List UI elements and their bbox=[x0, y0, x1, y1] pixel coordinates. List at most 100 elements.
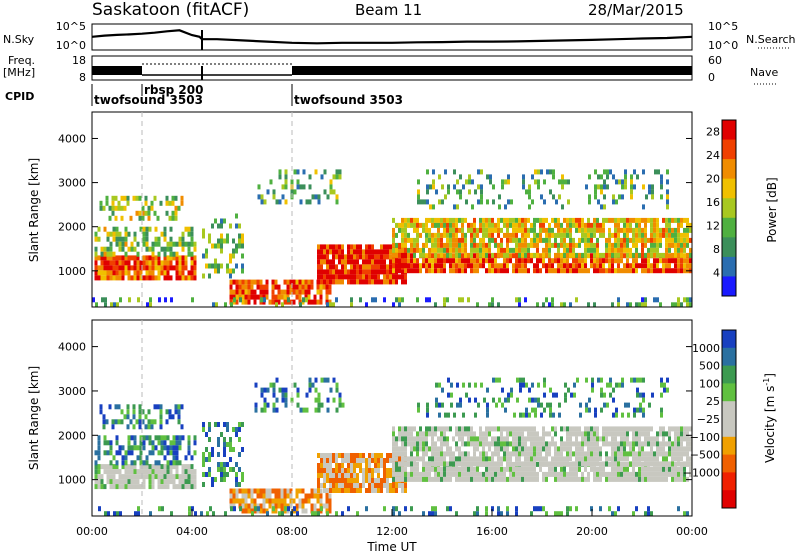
power-cell bbox=[671, 268, 674, 274]
velocity-cell bbox=[662, 456, 665, 462]
velocity-cell bbox=[647, 436, 650, 442]
velocity-cell bbox=[169, 469, 173, 475]
velocity-cell bbox=[286, 503, 290, 509]
velocity-cell bbox=[392, 436, 395, 442]
velocity-cell bbox=[626, 461, 629, 467]
velocity-cell bbox=[151, 479, 155, 485]
power-cell bbox=[365, 254, 368, 260]
power-cell bbox=[256, 284, 260, 290]
velocity-cell bbox=[169, 479, 173, 485]
power-cell bbox=[426, 189, 429, 195]
power-cell bbox=[620, 252, 623, 258]
power-cell bbox=[136, 270, 140, 276]
power-cell bbox=[455, 252, 458, 258]
power-cell bbox=[443, 253, 446, 259]
velocity-cell bbox=[494, 451, 497, 457]
power-cell bbox=[314, 194, 318, 200]
velocity-cell bbox=[638, 461, 641, 467]
power-cell bbox=[271, 294, 275, 300]
power-cell bbox=[557, 242, 560, 248]
power-cell bbox=[542, 222, 545, 228]
velocity-cell bbox=[518, 456, 521, 462]
power-cell bbox=[365, 302, 368, 308]
power-cell bbox=[590, 247, 593, 253]
power-cell bbox=[166, 241, 170, 247]
velocity-cell bbox=[534, 412, 537, 418]
velocity-cell bbox=[558, 402, 561, 408]
power-cell bbox=[145, 241, 149, 247]
power-cell bbox=[569, 222, 572, 228]
power-cell bbox=[689, 227, 692, 233]
velocity-cell bbox=[512, 436, 515, 442]
power-cell bbox=[139, 265, 143, 271]
power-cell bbox=[419, 252, 422, 258]
power-cell bbox=[641, 252, 644, 258]
velocity-cell bbox=[332, 473, 335, 478]
velocity-cell bbox=[129, 419, 133, 425]
velocity-cell bbox=[437, 466, 440, 472]
velocity-cell bbox=[581, 451, 584, 457]
power-cell bbox=[422, 242, 425, 248]
power-cell bbox=[332, 302, 335, 308]
velocity-cell bbox=[217, 437, 220, 442]
velocity-cell bbox=[564, 382, 567, 388]
velocity-cell bbox=[551, 426, 554, 432]
nsky-label: N.Sky bbox=[3, 33, 35, 46]
power-cell bbox=[392, 237, 395, 243]
velocity-cell bbox=[389, 453, 392, 458]
power-cell bbox=[181, 270, 185, 276]
power-cell bbox=[603, 184, 606, 190]
velocity-cell bbox=[611, 511, 614, 517]
velocity-cell bbox=[407, 436, 410, 442]
power-cell bbox=[651, 184, 654, 190]
velocity-cell bbox=[413, 461, 416, 467]
power-cell bbox=[648, 189, 651, 195]
power-cell bbox=[575, 222, 578, 228]
power-cell bbox=[671, 252, 674, 258]
velocity-cell bbox=[202, 427, 205, 432]
power-cell bbox=[338, 274, 341, 280]
velocity-cell bbox=[521, 426, 524, 432]
power-cell bbox=[193, 275, 197, 281]
power-cell bbox=[404, 222, 407, 228]
power-cell bbox=[518, 263, 521, 269]
power-cell bbox=[501, 184, 504, 190]
power-cell bbox=[109, 251, 113, 257]
power-cell bbox=[545, 247, 548, 253]
velocity-cell bbox=[172, 445, 176, 451]
velocity-cell bbox=[515, 426, 518, 432]
velocity-cell bbox=[229, 457, 232, 462]
velocity-cell bbox=[494, 476, 497, 482]
velocity-cell bbox=[689, 471, 692, 477]
velocity-cell bbox=[606, 382, 609, 388]
power-cell bbox=[665, 268, 668, 274]
velocity-cell bbox=[319, 498, 323, 504]
power-cell bbox=[305, 297, 308, 303]
velocity-cell bbox=[614, 456, 617, 462]
power-cell bbox=[590, 263, 593, 269]
velocity-cell bbox=[458, 446, 461, 452]
power-cell bbox=[503, 217, 506, 223]
velocity-cell bbox=[250, 503, 254, 509]
power-cell bbox=[548, 227, 551, 233]
velocity-cell bbox=[660, 382, 663, 388]
velocity-cell bbox=[283, 488, 287, 494]
power-cell bbox=[440, 263, 443, 269]
velocity-cell bbox=[647, 451, 650, 457]
power-cell bbox=[449, 232, 452, 238]
power-cell bbox=[617, 232, 620, 238]
velocity-cell bbox=[563, 426, 566, 432]
power-cell bbox=[563, 258, 566, 264]
power-cell bbox=[353, 279, 356, 285]
velocity-cell bbox=[317, 407, 321, 413]
power-cell bbox=[578, 217, 581, 223]
velocity-cell bbox=[644, 476, 647, 482]
velocity-cell bbox=[641, 426, 644, 432]
velocity-cell bbox=[599, 446, 602, 452]
power-cell bbox=[546, 169, 549, 175]
velocity-cell bbox=[527, 451, 530, 457]
velocity-cell bbox=[485, 451, 488, 457]
velocity-cell bbox=[157, 450, 161, 456]
power-cell bbox=[462, 184, 465, 190]
velocity-cell bbox=[509, 466, 512, 472]
